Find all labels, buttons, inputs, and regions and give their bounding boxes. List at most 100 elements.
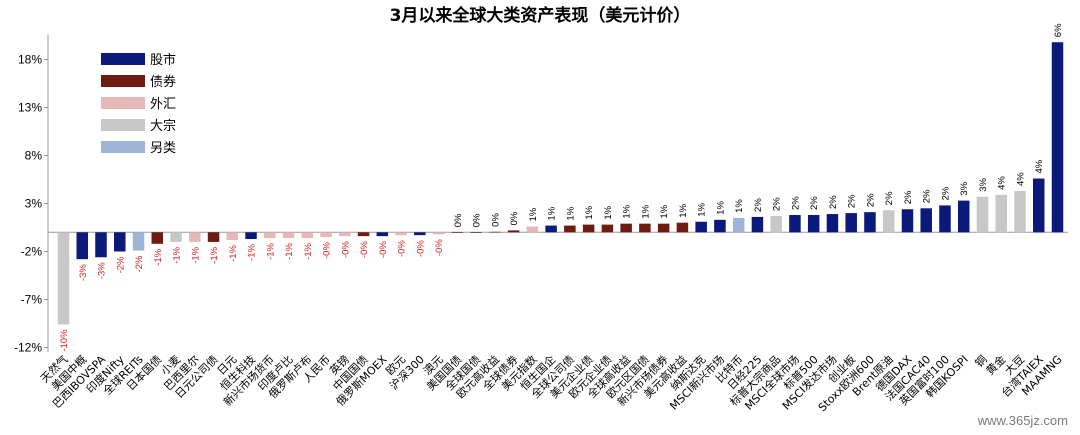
data-label: -0% [340,241,351,258]
bar [920,208,932,233]
data-label: -1% [209,246,220,263]
bar [976,196,989,233]
bar [414,232,426,236]
bar [76,232,89,260]
bar [357,232,370,237]
data-label: -0% [397,240,408,257]
bar [189,232,201,242]
y-tick-label: -7% [21,293,43,307]
bar [751,216,764,233]
data-label: 3% [959,181,970,195]
legend-label: 大宗 [150,118,176,134]
data-label: 2% [940,186,951,200]
chart-title: 3月以来全球大类资产表现（美元计价） [390,5,691,26]
data-label: 1% [640,204,651,218]
bar [901,209,914,233]
data-label: 2% [828,195,839,209]
data-label: 1% [734,199,745,213]
y-tick-label: -12% [14,341,42,355]
legend-label: 外汇 [150,97,176,112]
data-label: 6% [1053,23,1064,37]
data-label: -1% [284,243,295,260]
bar [789,215,801,233]
data-label: 2% [790,196,801,210]
data-label: 3% [978,177,989,191]
data-label: -2% [134,255,145,272]
bar-series [57,42,1064,325]
y-tick-label: 18% [18,53,42,67]
data-label: -1% [172,246,183,263]
data-label: 1% [697,202,708,216]
bar [339,232,351,237]
bar [470,232,482,233]
bar [95,232,107,258]
bar [770,215,782,233]
data-labels: -10% -3% -3% -2% -2% -1% -1% -1% -1% -1% -1% -1% -1%… [59,23,1064,352]
bar [714,219,726,233]
data-label: -1% [247,243,258,260]
data-label: 1% [678,203,689,217]
data-label: -0% [415,240,426,257]
bar [1014,191,1026,233]
bar [132,232,145,251]
bar [507,230,520,233]
legend-swatch [101,119,145,131]
data-label: -3% [97,262,108,279]
bar [676,222,689,233]
bar [620,223,632,233]
data-label: 0% [509,211,520,225]
bar [657,223,670,233]
data-label: -0% [434,239,445,256]
bar [114,232,126,252]
bar [170,232,182,242]
data-label: 2% [809,196,820,210]
data-label: -1% [265,243,276,260]
watermark-text: www.365jz.com [973,412,1072,429]
y-tick-label: 13% [18,101,42,115]
data-label: -0% [322,242,333,259]
legend-swatch [101,141,145,153]
data-label: -1% [228,244,239,261]
bar [807,215,820,233]
x-axis-labels: 天然气美国中概巴西IBOVSPA印度Nifty全球REITs日本国债小麦巴西里尔… [37,352,1064,414]
bar [301,232,314,239]
bar [264,232,276,239]
data-label: 2% [847,194,858,208]
bar [376,232,389,237]
legend-swatch [101,53,145,65]
legend-swatch [101,97,145,109]
bar [282,232,295,239]
bar [695,221,707,233]
data-label: 1% [603,205,614,219]
legend-label: 债券 [150,74,176,90]
data-label: 1% [584,205,595,219]
bar [864,212,876,233]
bar [545,225,557,233]
data-label: 0% [472,213,483,227]
data-label: 4% [997,176,1008,190]
bar [995,194,1007,233]
legend-label: 股市 [150,52,176,68]
data-label: 1% [547,206,558,220]
bar [564,225,576,233]
bar [601,224,614,233]
data-label: 4% [1034,159,1045,173]
data-label: -2% [115,256,126,273]
data-label: 0% [490,213,501,227]
bar [320,232,332,238]
data-label: 1% [715,201,726,215]
y-tick-label: -2% [21,245,43,259]
bar [732,217,745,233]
bar [845,213,857,233]
bar [395,232,407,236]
data-label: -0% [359,241,370,258]
bar [489,231,501,233]
data-label: 2% [753,198,764,212]
data-label: 1% [622,204,633,218]
data-label: -10% [59,329,70,352]
data-label: -1% [303,243,314,260]
bar [826,214,839,233]
legend-swatch [101,75,145,87]
